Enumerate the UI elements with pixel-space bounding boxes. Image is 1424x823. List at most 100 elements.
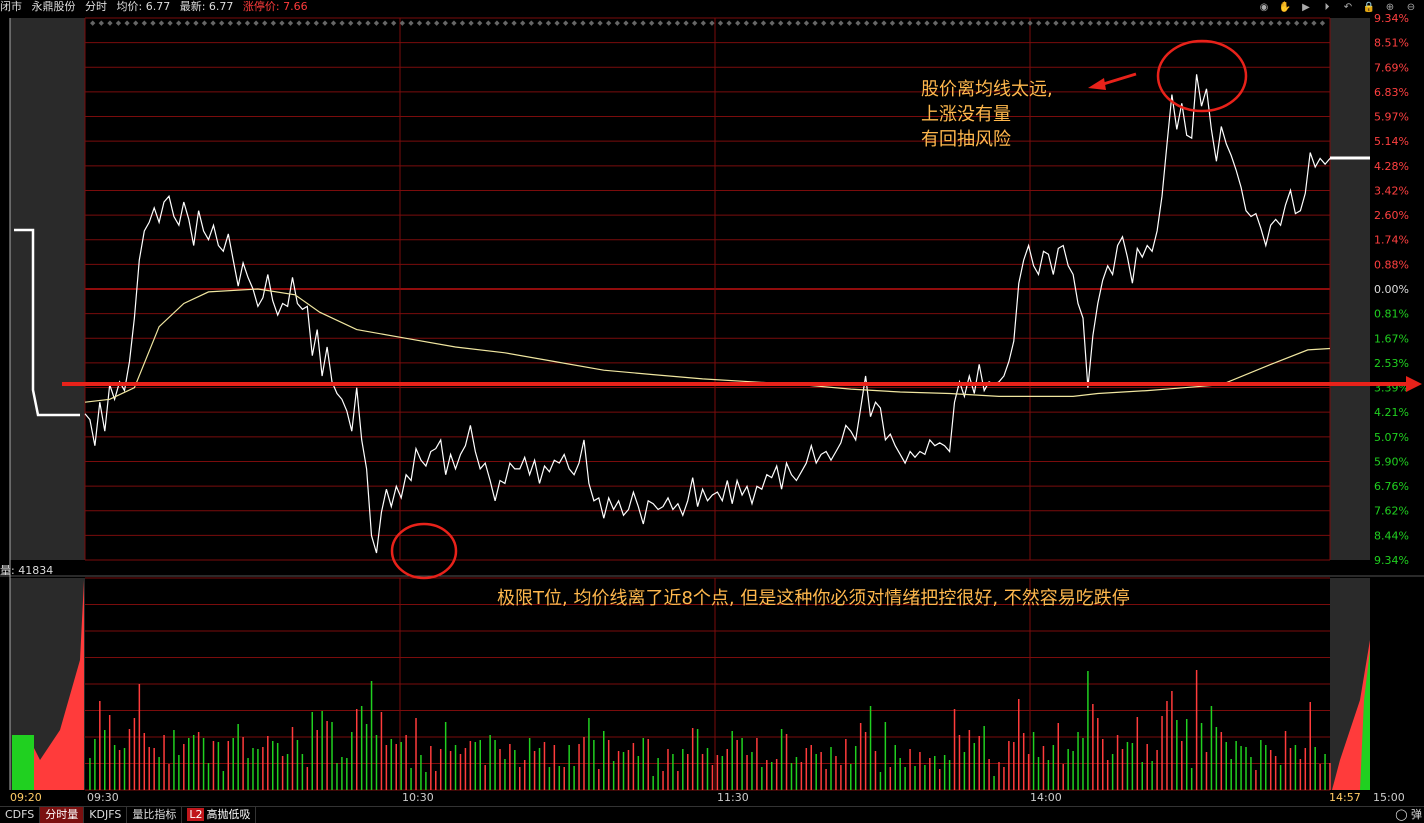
event-marker: ◆ [597,19,603,27]
event-marker: ◆ [176,19,182,27]
event-marker: ◆ [1062,19,1068,27]
x-tick-label: 10:30 [402,791,434,804]
event-marker: ◆ [649,19,655,27]
annotation-line: 有回抽风险 [921,129,1011,150]
hand-icon[interactable]: ✋ [1278,2,1292,13]
event-marker: ◆ [692,19,698,27]
intraday-chart[interactable]: ◆ ◆ ◆ ◆ ◆ ◆ ◆ ◆ ◆ ◆ ◆ ◆ ◆ ◆ ◆ ◆ ◆ ◆ ◆ ◆ ◆ ◆ ◆ ◆ ◆ ◆ ◆ ◆ ◆ ◆ ◆ ◆ ◆ ◆ ◆ ◆ ◆ ◆ ◆ ◆… [0,0,1424,806]
event-marker: ◆ [425,19,431,27]
event-marker: ◆ [873,19,879,27]
plus-icon[interactable]: ⊕ [1385,2,1395,13]
high-circle [1156,39,1248,113]
event-marker: ◆ [1303,19,1309,27]
event-marker: ◆ [967,19,973,27]
y-tick-label: 5.90% [1374,455,1409,468]
forward-icon[interactable]: ⏵ [1324,2,1330,13]
event-marker: ◆ [821,19,827,27]
tab-cdfs[interactable]: CDFS [0,807,41,823]
event-marker: ◆ [778,19,784,27]
event-marker: ◆ [159,19,165,27]
quote-header: 闭市 永鼎股份 分时 均价: 6.77 最新: 6.77 涨停价: 7.66 ◉… [0,0,1424,14]
event-marker: ◆ [726,19,732,27]
event-marker: ◆ [1225,19,1231,27]
event-marker: ◆ [210,19,216,27]
event-marker: ◆ [219,19,225,27]
tab-high-low-label: 高抛低吸 [206,808,251,821]
event-marker: ◆ [632,19,638,27]
y-tick-label: 6.83% [1374,86,1409,99]
event-marker: ◆ [976,19,982,27]
event-marker: ◆ [1199,19,1205,27]
undo-icon[interactable]: ↶ [1343,2,1353,13]
y-tick-label: 3.42% [1374,184,1409,197]
event-marker: ◆ [572,19,578,27]
indicator-tabs: CDFS 分时量 KDJFS 量比指标 L2 高抛低吸 [0,806,1424,823]
tab-high-low[interactable]: L2 高抛低吸 [182,807,257,823]
event-marker: ◆ [124,19,130,27]
event-marker: ◆ [348,19,354,27]
event-marker: ◆ [984,19,990,27]
event-marker: ◆ [193,19,199,27]
event-marker: ◆ [1019,19,1025,27]
event-marker: ◆ [615,19,621,27]
y-tick-label: 0.00% [1374,283,1409,296]
minus-icon[interactable]: ⊖ [1406,2,1416,13]
event-marker: ◆ [339,19,345,27]
event-marker: ◆ [735,19,741,27]
y-tick-label: 5.14% [1374,135,1409,148]
y-tick-label: 7.62% [1374,505,1409,518]
event-marker: ◆ [468,19,474,27]
market-status: 闭市 [0,0,22,13]
l2-badge: L2 [187,808,205,821]
y-tick-label: 5.07% [1374,431,1409,444]
event-marker: ◆ [855,19,861,27]
event-marker: ◆ [1045,19,1051,27]
tab-kdjfs[interactable]: KDJFS [84,807,128,823]
event-marker: ◆ [554,19,560,27]
event-marker: ◆ [701,19,707,27]
event-marker: ◆ [898,19,904,27]
event-marker: ◆ [941,19,947,27]
event-marker: ◆ [1251,19,1257,27]
chart-mode: 分时 [85,0,107,13]
event-marker: ◆ [890,19,896,27]
event-marker: ◆ [434,19,440,27]
event-marker: ◆ [357,19,363,27]
event-marker: ◆ [1070,19,1076,27]
event-marker: ◆ [924,19,930,27]
event-marker: ◆ [1096,19,1102,27]
pointer-arrow-line [1099,72,1137,87]
event-marker: ◆ [486,19,492,27]
auction-line [14,228,80,417]
event-marker: ◆ [580,19,586,27]
price-line [84,74,1331,554]
event-marker: ◆ [675,19,681,27]
y-tick-label: 0.88% [1374,258,1409,271]
event-marker: ◆ [167,19,173,27]
toolbar-icons: ◉ ✋ ▶ ⏵ ↶ 🔒 ⊕ ⊖ [1256,0,1424,14]
y-tick-label: 8.51% [1374,37,1409,50]
event-marker: ◆ [511,19,517,27]
event-marker: ◆ [1122,19,1128,27]
event-marker: ◆ [1010,19,1016,27]
y-tick-label: 4.21% [1374,406,1409,419]
event-marker: ◆ [589,19,595,27]
event-marker: ◆ [830,19,836,27]
eye-icon[interactable]: ◉ [1259,2,1269,13]
event-marker: ◆ [950,19,956,27]
tab-volume[interactable]: 分时量 [40,807,85,823]
event-marker: ◆ [1174,19,1180,27]
event-marker: ◆ [417,19,423,27]
event-marker: ◆ [718,19,724,27]
popup-toggle[interactable]: ◯ 弹 [1395,808,1422,821]
event-marker: ◆ [744,19,750,27]
play-icon[interactable]: ▶ [1302,2,1310,13]
event-marker: ◆ [202,19,208,27]
lock-icon[interactable]: 🔒 [1362,2,1376,13]
event-marker: ◆ [322,19,328,27]
stock-name[interactable]: 永鼎股份 [31,0,76,13]
horizontal-arrowhead [1406,376,1422,392]
event-marker: ◆ [546,19,552,27]
tab-volume-ratio[interactable]: 量比指标 [127,807,183,823]
annotation-top-right: 股价离均线太远, 上涨没有量 有回抽风险 [921,77,1053,152]
